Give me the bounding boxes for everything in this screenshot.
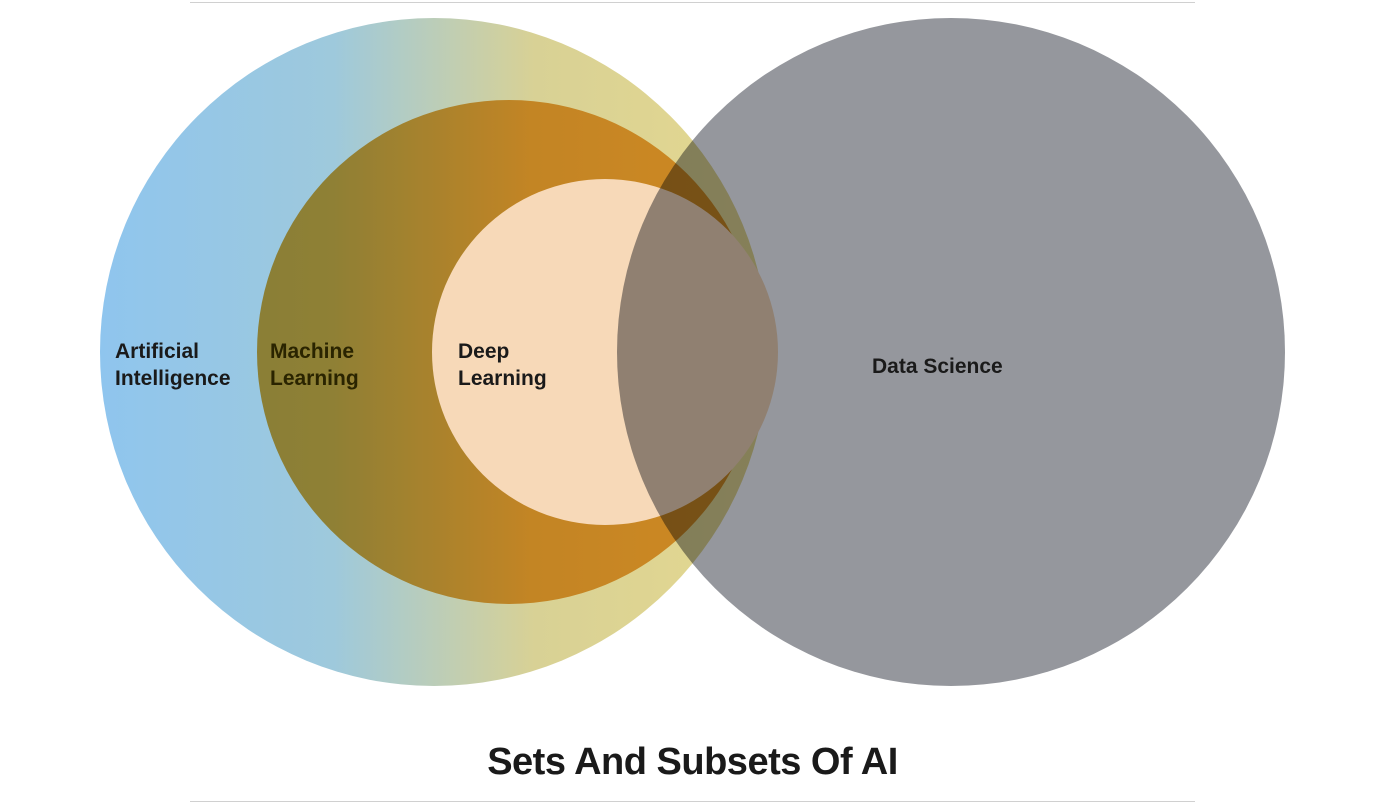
label-ds: Data Science — [872, 353, 1003, 380]
bottom-divider — [190, 801, 1195, 802]
top-divider — [190, 2, 1195, 3]
label-ai: ArtificialIntelligence — [115, 338, 231, 393]
venn-diagram: ArtificialIntelligence MachineLearning D… — [0, 18, 1385, 698]
label-dl: DeepLearning — [458, 338, 547, 393]
diagram-title: Sets And Subsets Of AI — [0, 741, 1385, 784]
circle-ds — [617, 18, 1285, 686]
label-ml: MachineLearning — [270, 338, 359, 393]
